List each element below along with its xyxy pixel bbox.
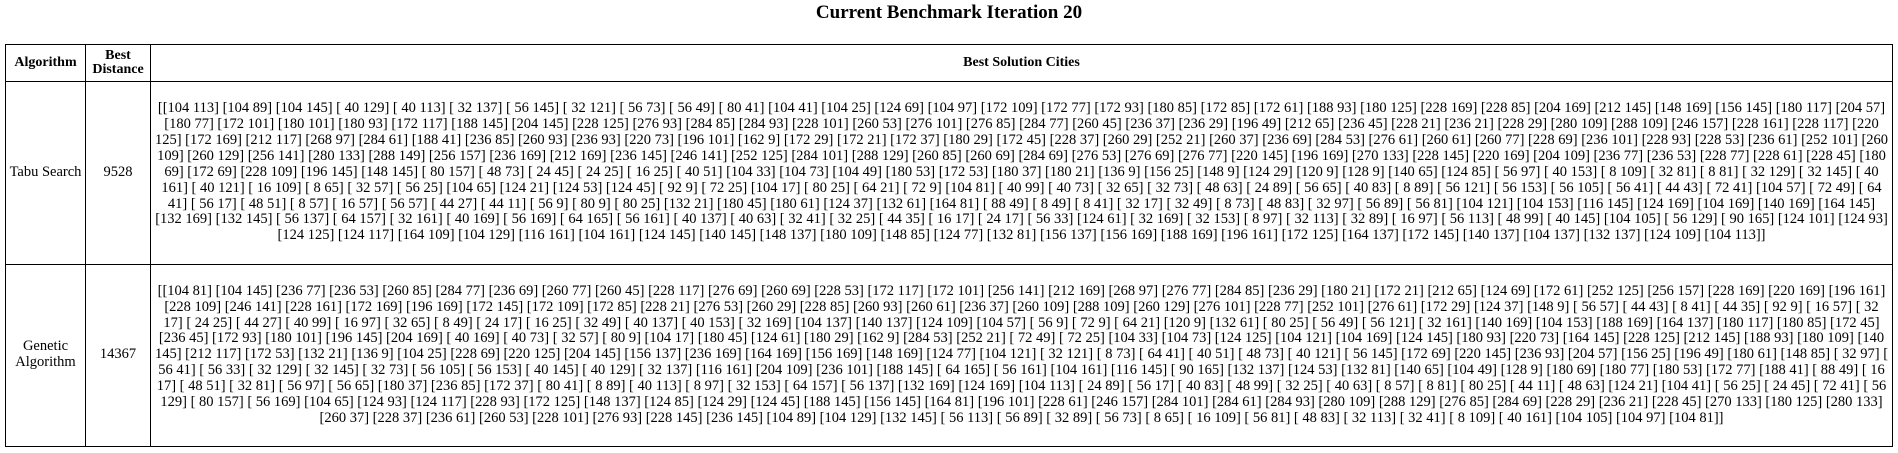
best-distance-value: 14367 [85, 263, 151, 447]
solution-cities: [[104 113] [104 89] [104 145] [ 40 129] … [150, 81, 1893, 265]
header-best-distance: Best Distance [85, 44, 151, 82]
benchmark-table: Algorithm Best Distance Best Solution Ci… [5, 44, 1893, 447]
table-header-row: Algorithm Best Distance Best Solution Ci… [5, 44, 1893, 82]
header-algorithm: Algorithm [5, 44, 86, 82]
solution-cities: [[104 81] [104 145] [236 77] [236 53] [2… [150, 263, 1893, 447]
table-row: Tabu Search 9528 [[104 113] [104 89] [10… [5, 81, 1893, 265]
header-best-solution-cities: Best Solution Cities [150, 44, 1893, 82]
algorithm-name: Tabu Search [5, 81, 86, 265]
table-row: Genetic Algorithm 14367 [[104 81] [104 1… [5, 263, 1893, 447]
algorithm-name: Genetic Algorithm [5, 263, 86, 447]
best-distance-value: 9528 [85, 81, 151, 265]
page-title: Current Benchmark Iteration 20 [815, 2, 1083, 23]
